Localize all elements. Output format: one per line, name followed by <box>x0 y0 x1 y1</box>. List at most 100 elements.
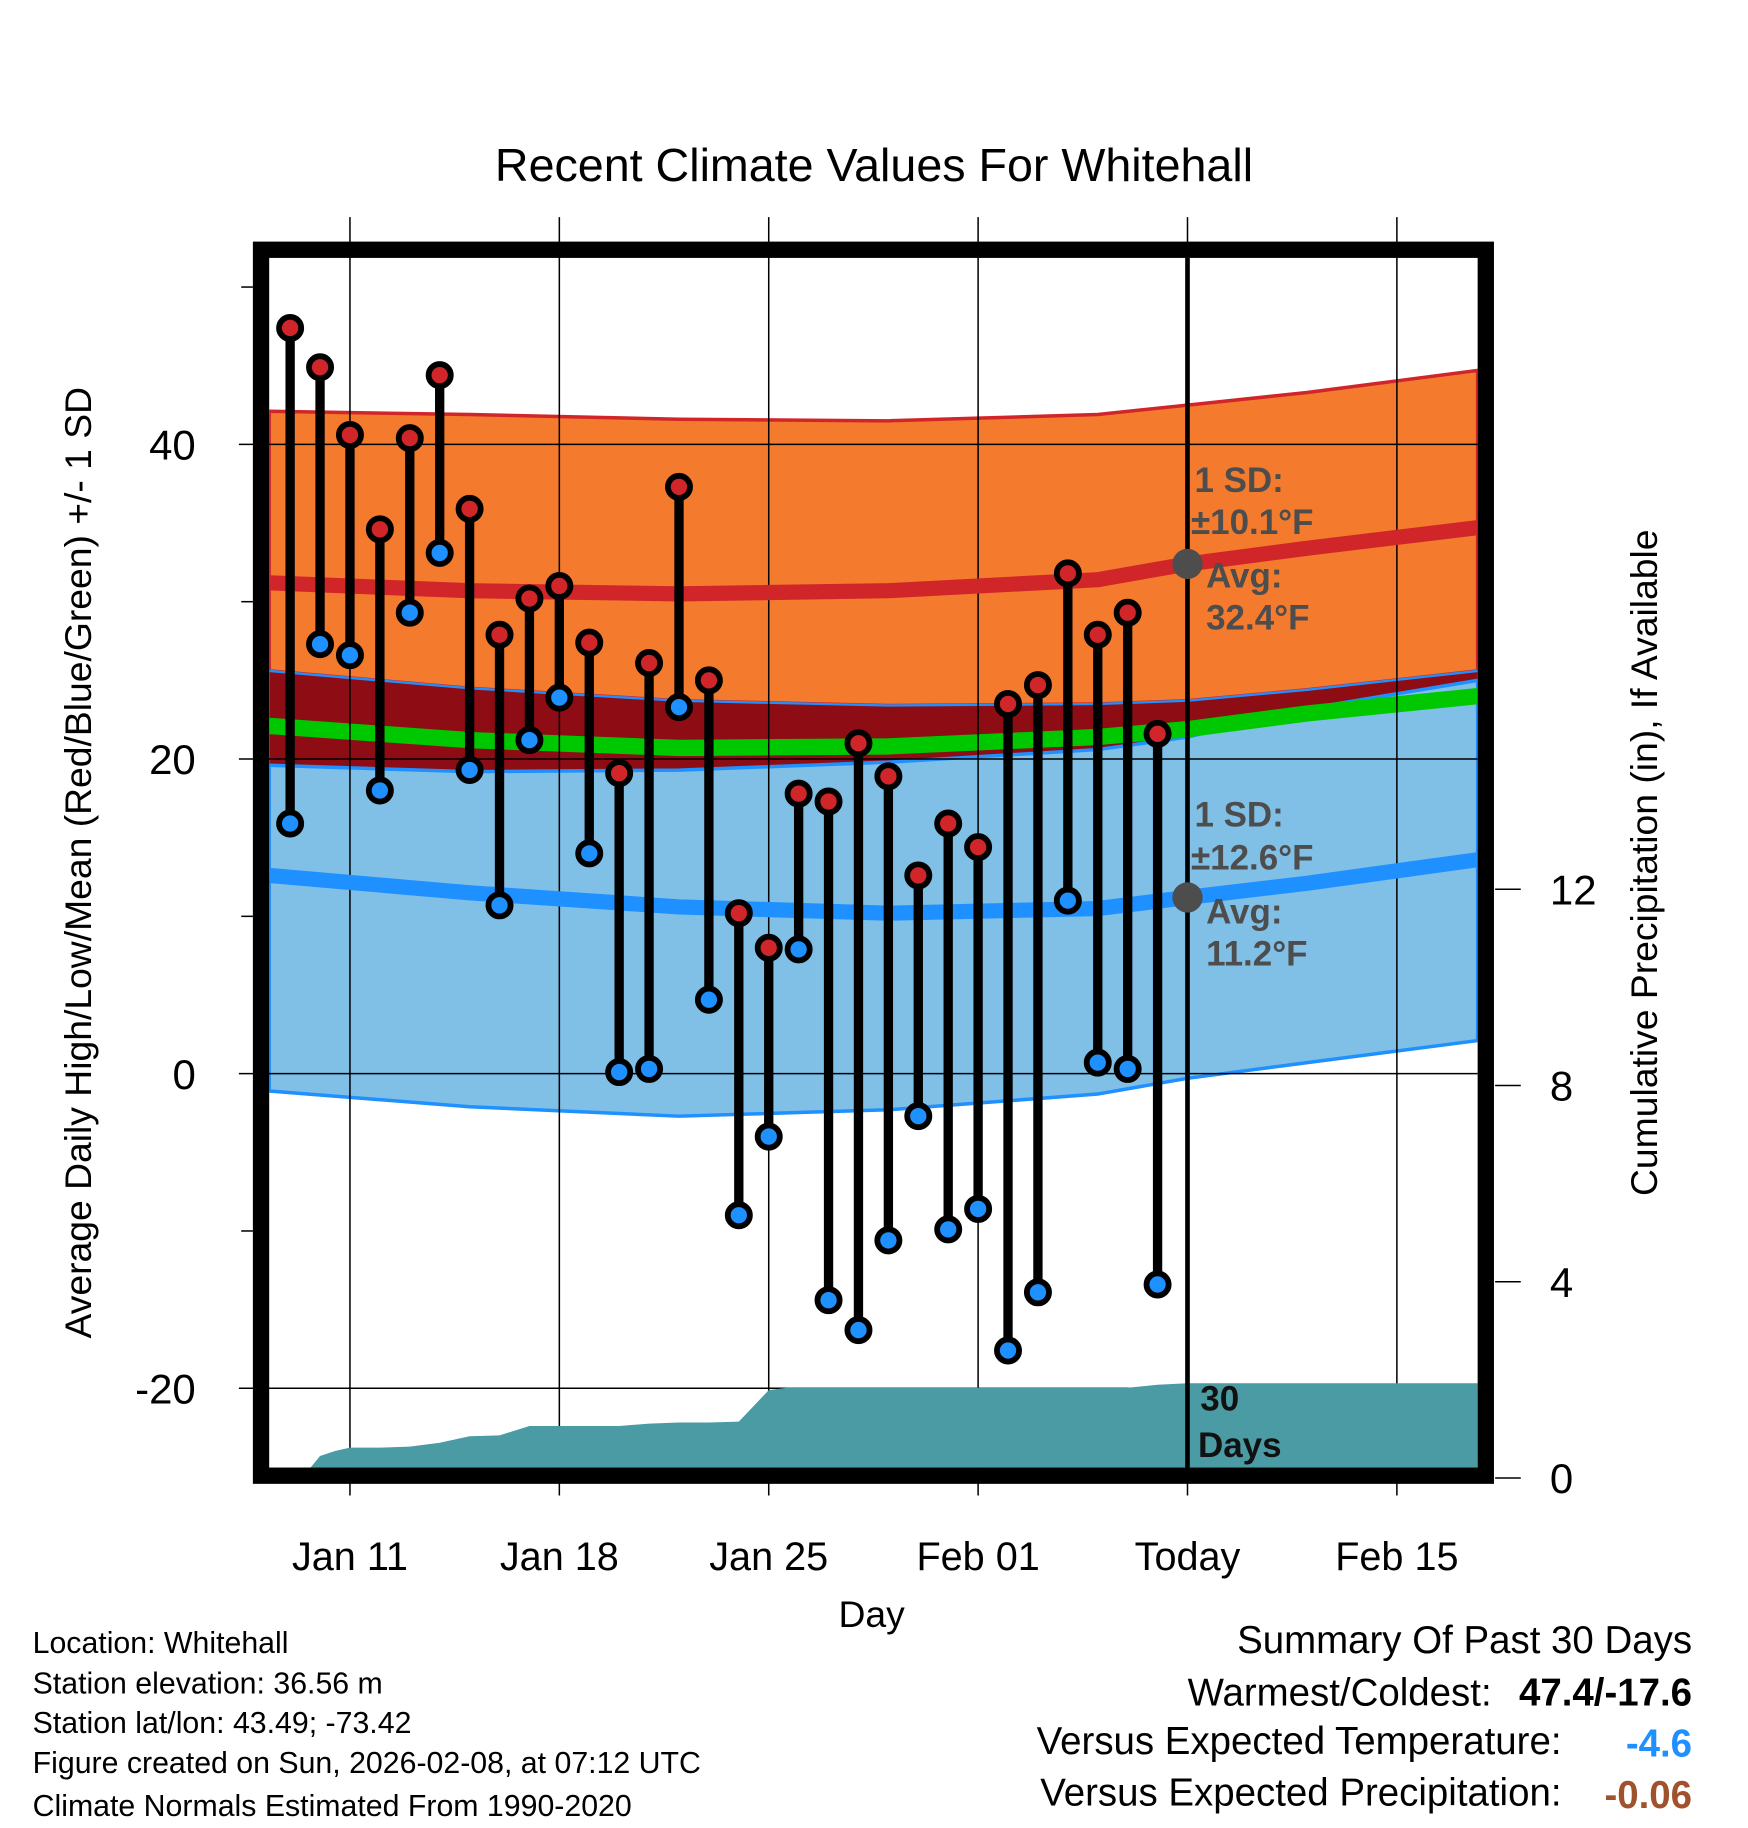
daily-low-point <box>1083 1048 1112 1077</box>
precip-days-count: 30 <box>1200 1379 1239 1418</box>
x-tick-label: Feb 15 <box>1335 1535 1458 1579</box>
daily-low-point <box>335 641 364 670</box>
precip-cumulative-area <box>302 1383 1478 1468</box>
daily-low-point <box>1113 1054 1142 1083</box>
daily-low-point <box>515 726 544 755</box>
daily-low-point <box>934 1215 963 1244</box>
y-tick-label: 40 <box>149 422 196 469</box>
daily-high-point <box>335 420 364 449</box>
daily-high-point <box>455 494 484 523</box>
normals-bands <box>269 368 1478 1118</box>
footer-elevation: Station elevation: 36.56 m <box>33 1668 383 1701</box>
daily-low-point <box>455 756 484 785</box>
footer-latlon: Station lat/lon: 43.49; -73.42 <box>33 1707 412 1740</box>
high-lower-edge <box>269 669 1478 707</box>
daily-high-point <box>724 899 753 928</box>
y-right-tick-label: 8 <box>1550 1063 1573 1110</box>
daily-high-point <box>515 584 544 613</box>
daily-low-point <box>425 538 454 567</box>
daily-low-point <box>964 1194 993 1223</box>
daily-high-point <box>814 787 843 816</box>
daily-low-point <box>814 1286 843 1315</box>
low-sd-value: ±12.6°F <box>1191 839 1314 878</box>
daily-high-point <box>994 689 1023 718</box>
daily-high-point <box>1023 671 1052 700</box>
daily-low-point <box>276 809 305 838</box>
low-avg-marker <box>1172 882 1203 913</box>
daily-low-point <box>994 1336 1023 1365</box>
daily-high-point <box>545 571 574 600</box>
daily-high-point <box>365 515 394 544</box>
x-tick-label: Feb 01 <box>916 1535 1039 1579</box>
y-right-tick-label: 4 <box>1550 1259 1573 1306</box>
summary-warmest-coldest-value: 47.4/-17.6 <box>1519 1671 1692 1714</box>
daily-high-point <box>1053 559 1082 588</box>
daily-low-point <box>1053 886 1082 915</box>
x-tick-label: Jan 18 <box>500 1535 619 1579</box>
precip-days-label: Days <box>1198 1426 1282 1465</box>
y-tick-label: 0 <box>172 1051 195 1098</box>
daily-high-point <box>1143 719 1172 748</box>
summary-title: Summary Of Past 30 Days <box>1237 1619 1692 1662</box>
low-avg-value: 11.2°F <box>1206 934 1307 973</box>
daily-high-point <box>754 933 783 962</box>
summary-box: Summary Of Past 30 Days Warmest/Coldest:… <box>1037 1619 1692 1817</box>
daily-low-point <box>904 1102 933 1131</box>
y-axis-right-label: Cumulative Precipitation (in), If Availa… <box>1623 529 1665 1196</box>
daily-low-point <box>395 598 424 627</box>
daily-high-point <box>605 759 634 788</box>
high-avg-label: Avg: <box>1206 557 1282 596</box>
daily-high-point <box>485 620 514 649</box>
precip-area <box>302 1383 1478 1468</box>
daily-high-point <box>694 666 723 695</box>
daily-low-point <box>724 1201 753 1230</box>
daily-low-point <box>1143 1270 1172 1299</box>
daily-high-point <box>964 833 993 862</box>
daily-low-point <box>1023 1278 1052 1307</box>
daily-highs-lows <box>276 313 1172 1365</box>
daily-high-point <box>665 472 693 501</box>
chart-title: Recent Climate Values For Whitehall <box>495 139 1253 191</box>
high-sd-value: ±10.1°F <box>1191 503 1314 542</box>
daily-high-point <box>276 313 305 342</box>
daily-low-point <box>365 776 394 805</box>
x-tick-label: Jan 11 <box>292 1535 408 1579</box>
mean-normal-line <box>269 687 1478 757</box>
daily-low-point <box>635 1054 664 1083</box>
daily-high-point <box>1113 598 1142 627</box>
footer-normals: Climate Normals Estimated From 1990-2020 <box>33 1790 632 1823</box>
daily-high-point <box>306 353 335 382</box>
summary-warmest-coldest-label: Warmest/Coldest: <box>1188 1671 1492 1714</box>
high-avg-value: 32.4°F <box>1206 599 1309 638</box>
annotations: 1 SD: ±10.1°F Avg: 32.4°F 1 SD: ±12.6°F … <box>1191 461 1314 1465</box>
high-mean-line <box>269 520 1478 602</box>
summary-precip-label: Versus Expected Precipitation: <box>1040 1771 1561 1814</box>
daily-low-point <box>784 935 813 964</box>
axes: -20 0 20 40 0 4 8 12 Jan 11 Jan 18 Jan 25 Feb 01 Tod… <box>135 286 1597 1579</box>
x-tick-label: Jan 25 <box>709 1535 828 1579</box>
low-sd-label: 1 SD: <box>1194 796 1283 835</box>
daily-low-point <box>754 1122 783 1151</box>
daily-high-point <box>934 809 963 838</box>
daily-low-point <box>575 839 604 868</box>
high-avg-marker <box>1172 548 1203 580</box>
x-axis-label: Day <box>839 1593 906 1635</box>
low-avg-label: Avg: <box>1206 892 1282 931</box>
daily-low-point <box>605 1058 634 1087</box>
y-tick-label: 20 <box>149 736 196 783</box>
footer-created: Figure created on Sun, 2026-02-08, at 07… <box>33 1747 701 1780</box>
low-sd-band <box>269 678 1478 1118</box>
daily-high-point <box>874 762 903 791</box>
daily-low-point <box>306 630 335 659</box>
y-tick-label: -20 <box>135 1365 196 1412</box>
y-right-tick-label: 0 <box>1550 1455 1573 1502</box>
daily-low-point <box>665 693 693 722</box>
high-sd-label: 1 SD: <box>1194 461 1283 500</box>
daily-low-point <box>545 683 574 712</box>
daily-high-point <box>1083 620 1112 649</box>
daily-high-point <box>395 424 424 453</box>
daily-high-point <box>575 628 604 657</box>
daily-high-point <box>784 779 813 808</box>
summary-temp-label: Versus Expected Temperature: <box>1037 1720 1562 1763</box>
